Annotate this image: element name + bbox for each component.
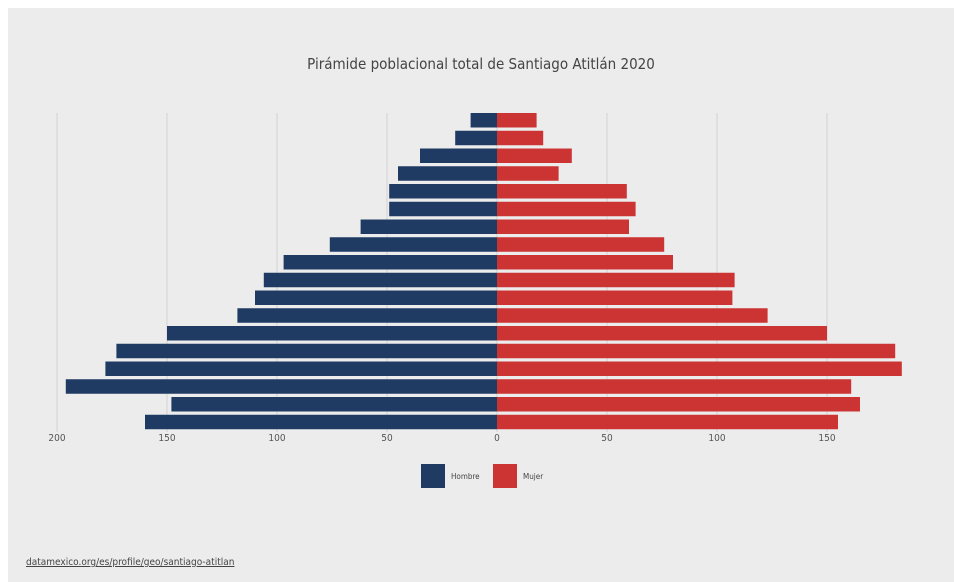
legend-item-hombre[interactable]: Hombre <box>421 464 480 488</box>
bar-hombre <box>360 219 497 234</box>
bar-hombre <box>389 201 497 217</box>
bar-hombre <box>105 361 498 376</box>
bar-hombre <box>171 397 497 412</box>
legend-item-mujer[interactable]: Mujer <box>493 464 543 488</box>
bar-mujer <box>497 361 902 376</box>
chart-panel: Pirámide poblacional total de Santiago A… <box>8 8 954 582</box>
bar-hombre <box>263 272 497 288</box>
bar-hombre <box>283 255 497 270</box>
legend-swatch-mujer <box>493 464 517 488</box>
bar-hombre <box>455 130 497 146</box>
bar-mujer <box>497 397 860 412</box>
bar-hombre <box>116 343 498 359</box>
bar-mujer <box>497 130 544 146</box>
x-tick-label: 50 <box>381 433 393 444</box>
source-link[interactable]: datamexico.org/es/profile/geo/santiago-a… <box>26 557 235 568</box>
bar-hombre <box>420 148 497 163</box>
x-tick-label: 0 <box>494 433 500 444</box>
bar-hombre <box>389 184 497 199</box>
bars <box>65 113 902 430</box>
x-tick-label: 150 <box>158 433 175 444</box>
bar-mujer <box>497 113 537 128</box>
bar-hombre <box>145 414 497 430</box>
bar-mujer <box>497 201 636 217</box>
bar-mujer <box>497 184 627 199</box>
x-tick-label: 50 <box>601 433 613 444</box>
bar-mujer <box>497 237 665 252</box>
bar-hombre <box>65 379 498 394</box>
pyramid-chart: 200 150 100 50 0 50 100 150 <box>48 113 902 444</box>
bar-hombre <box>237 308 497 323</box>
x-tick-label: 200 <box>48 433 65 444</box>
bar-hombre <box>167 326 497 341</box>
bar-hombre <box>398 166 497 181</box>
bar-mujer <box>497 308 768 323</box>
legend-label-mujer: Mujer <box>523 471 544 481</box>
bar-hombre <box>255 290 497 305</box>
bar-mujer <box>497 166 559 181</box>
chart-title: Pirámide poblacional total de Santiago A… <box>307 55 655 73</box>
bar-mujer <box>497 379 852 394</box>
x-axis-ticks: 200 150 100 50 0 50 100 150 <box>48 433 835 444</box>
x-tick-label: 100 <box>708 433 725 444</box>
bar-mujer <box>497 148 572 163</box>
legend-swatch-hombre <box>421 464 445 488</box>
x-tick-label: 100 <box>268 433 285 444</box>
bar-mujer <box>497 272 735 288</box>
bar-mujer <box>497 343 896 359</box>
gridlines <box>56 113 828 432</box>
bar-mujer <box>497 219 629 234</box>
bar-mujer <box>497 414 838 430</box>
bar-hombre <box>470 113 497 128</box>
bar-mujer <box>497 290 733 305</box>
bar-hombre <box>329 237 497 252</box>
legend-label-hombre: Hombre <box>451 471 480 481</box>
x-tick-label: 150 <box>818 433 835 444</box>
bar-mujer <box>497 326 827 341</box>
bar-mujer <box>497 255 673 270</box>
